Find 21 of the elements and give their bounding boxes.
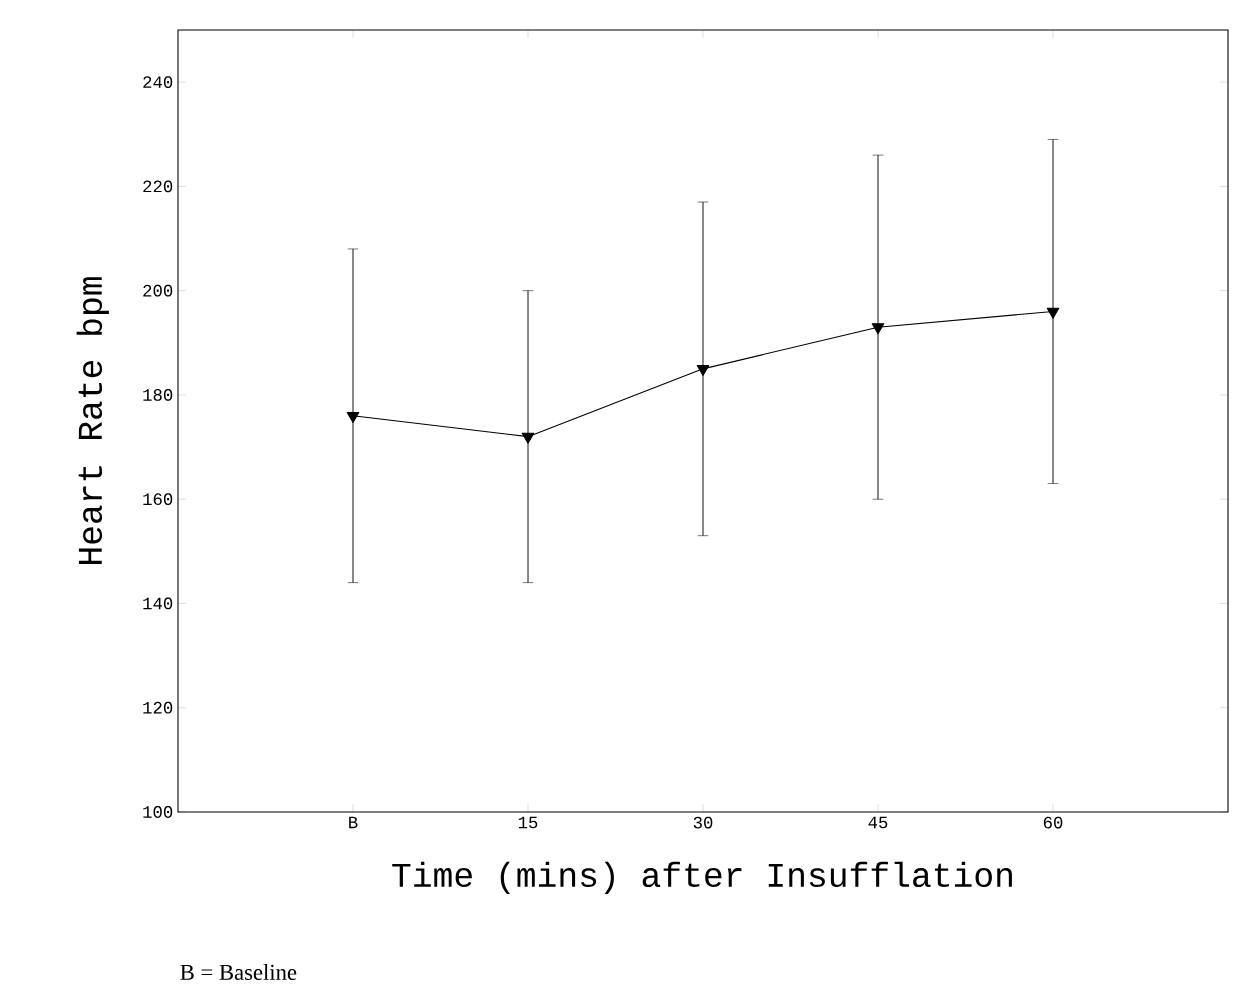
- y-tick-label: 220: [143, 180, 173, 193]
- point: [696, 364, 710, 377]
- text: B = Baseline: [180, 964, 297, 980]
- y-tick-label: 200: [143, 284, 173, 297]
- x-tick-label: 60: [1043, 816, 1063, 829]
- y-axis-title: Heart Rate bpm: [76, 277, 109, 564]
- y-tick-label: 160: [143, 493, 173, 506]
- x-tick-label: 30: [693, 816, 713, 829]
- x-tick-label: 15: [518, 816, 538, 829]
- y-tick-label: 100: [143, 806, 173, 818]
- y-tick-label: 140: [143, 597, 173, 610]
- y-tick-label: 240: [143, 76, 173, 89]
- x-axis-title: Time (mins) after Insufflation: [392, 861, 1012, 894]
- point: [521, 432, 535, 444]
- point: [346, 411, 360, 423]
- y-tick-label: 120: [143, 701, 173, 714]
- x-tick-label: 45: [868, 816, 888, 829]
- point: [1046, 307, 1060, 319]
- x-tick-label: B: [349, 816, 358, 829]
- point: [871, 323, 885, 335]
- y-tick-label: 180: [143, 389, 173, 401]
